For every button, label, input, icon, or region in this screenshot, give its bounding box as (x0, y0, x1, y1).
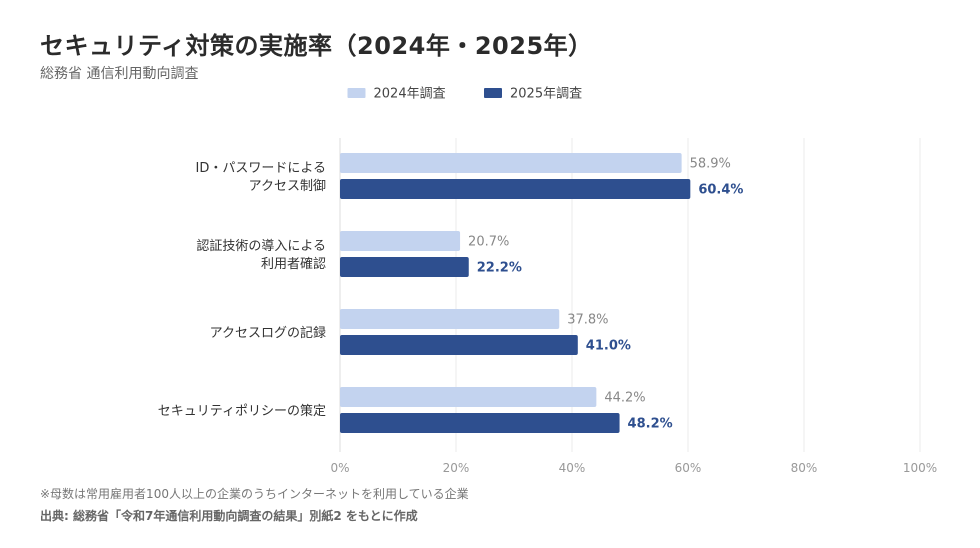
bars: 58.9% 60.4% 20.7% 22.2% 37.8% 41.0% 44.2% 48.2% (340, 153, 743, 433)
bar (340, 309, 560, 329)
legend-label: 2025年調査 (510, 87, 582, 102)
category-label: セキュリティポリシーの策定 (158, 403, 326, 419)
legend-swatch (347, 88, 366, 98)
category-label: 認証技術の導入による利用者確認 (196, 238, 326, 272)
x-tick-label: 40% (559, 461, 586, 475)
data-label: 58.9% (690, 157, 731, 172)
footnote: ※母数は常用雇用者100人以上の企業のうちインターネットを利用している企業 (40, 487, 469, 501)
chart-subtitle: 総務省 通信利用動向調査 (40, 66, 199, 82)
data-label: 22.2% (477, 261, 522, 276)
data-label: 44.2% (604, 391, 645, 406)
data-label: 20.7% (468, 235, 509, 250)
legend: 2024年調査 2025年調査 (347, 87, 582, 102)
bar (340, 387, 597, 407)
legend-swatch (484, 88, 502, 98)
bar (340, 153, 682, 173)
x-tick-label: 0% (330, 461, 349, 475)
category-label-line: アクセスログの記録 (210, 325, 326, 341)
data-label: 60.4% (698, 183, 743, 198)
chart-title: セキュリティ対策の実施率（2024年・2025年） (40, 32, 593, 60)
bar (340, 179, 691, 199)
x-tick-label: 20% (443, 461, 470, 475)
bar (340, 413, 620, 433)
bar (340, 231, 461, 251)
x-tick-label: 60% (675, 461, 702, 475)
category-label-line: ID・パスワードによる (196, 161, 326, 176)
data-label: 41.0% (586, 339, 631, 354)
category-label-line: 認証技術の導入による (196, 238, 326, 254)
x-axis-ticks: 0% 20% 40% 60% 80% 100% (330, 461, 937, 475)
category-label: アクセスログの記録 (210, 325, 326, 341)
bar (340, 257, 469, 277)
category-label-line: 利用者確認 (261, 256, 326, 272)
data-label: 48.2% (628, 417, 673, 432)
data-label: 37.8% (567, 313, 608, 328)
x-tick-label: 100% (903, 461, 937, 475)
category-labels: ID・パスワードによるアクセス制御認証技術の導入による利用者確認アクセスログの記… (158, 161, 326, 419)
category-label-line: アクセス制御 (249, 179, 326, 194)
category-label-line: セキュリティポリシーの策定 (158, 403, 326, 419)
bar (340, 335, 578, 355)
x-tick-label: 80% (791, 461, 818, 475)
legend-label: 2024年調査 (374, 87, 446, 102)
category-label: ID・パスワードによるアクセス制御 (196, 161, 326, 194)
source-note: 出典: 総務省「令和7年通信利用動向調査の結果」別紙2 をもとに作成 (40, 509, 418, 523)
